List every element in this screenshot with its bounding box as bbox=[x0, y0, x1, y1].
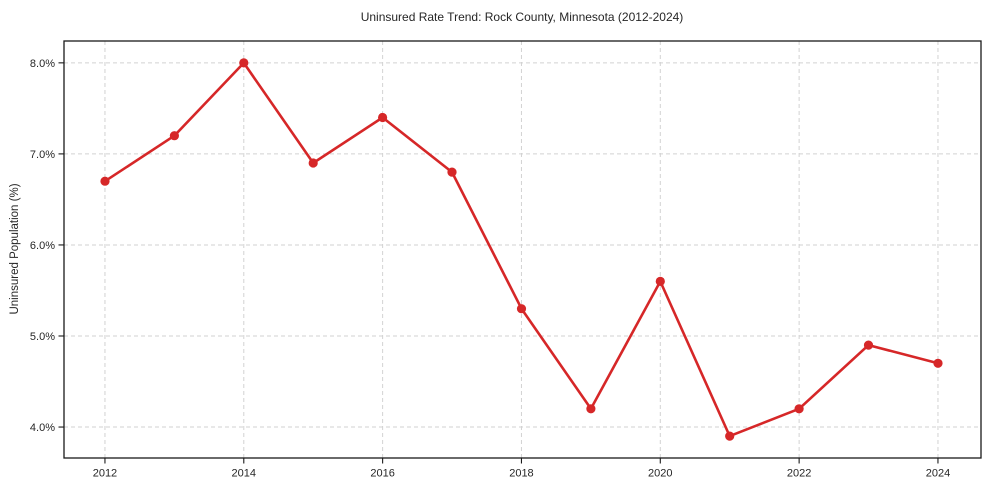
x-tick-label: 2014 bbox=[232, 468, 256, 480]
tick-layer: 2012 2014 2016 2018 2020 2022 2024 4.0% 5.0% 6.0%… bbox=[30, 58, 950, 480]
y-axis-label: Uninsured Population (%) bbox=[9, 183, 21, 314]
x-tick-label: 2020 bbox=[648, 468, 672, 480]
plot-border bbox=[63, 40, 982, 459]
y-tick-label: 6.0% bbox=[30, 240, 55, 252]
chart-title: Uninsured Rate Trend: Rock County, Minne… bbox=[361, 10, 684, 24]
data-point-marker bbox=[378, 112, 388, 123]
x-tick-label: 2018 bbox=[509, 468, 533, 480]
data-point-marker bbox=[655, 276, 665, 286]
grid-layer bbox=[64, 41, 981, 458]
y-tick-label: 5.0% bbox=[30, 331, 55, 343]
y-tick-label: 4.0% bbox=[30, 422, 55, 434]
data-point-marker bbox=[100, 176, 110, 186]
data-point-marker bbox=[516, 304, 527, 314]
y-tick-label: 7.0% bbox=[30, 149, 55, 161]
data-point-marker bbox=[586, 404, 596, 414]
x-tick-label: 2024 bbox=[926, 468, 950, 480]
series-layer bbox=[100, 58, 943, 441]
data-point-marker bbox=[725, 431, 735, 441]
data-point-marker bbox=[239, 58, 249, 68]
x-tick-label: 2022 bbox=[787, 468, 811, 480]
data-point-marker bbox=[794, 404, 804, 414]
data-point-marker bbox=[169, 131, 179, 141]
data-point-marker bbox=[863, 340, 874, 350]
data-point-marker bbox=[933, 358, 943, 368]
y-tick-label: 8.0% bbox=[30, 58, 55, 70]
x-tick-label: 2016 bbox=[370, 468, 394, 480]
data-point-marker bbox=[308, 158, 318, 168]
data-point-marker bbox=[447, 167, 457, 177]
x-tick-label: 2012 bbox=[93, 468, 117, 480]
